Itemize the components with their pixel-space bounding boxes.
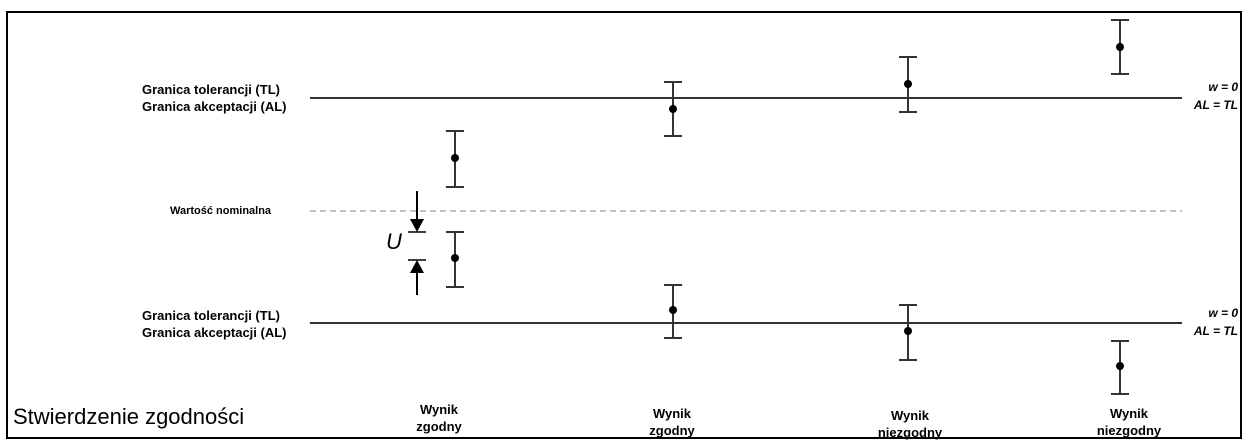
diagram-caption: Stwierdzenie zgodności [13, 404, 245, 429]
result-point-4b [1116, 362, 1124, 370]
result-point-3b [904, 327, 912, 335]
upper-tl-label: Granica tolerancji (TL) [142, 82, 280, 97]
verdict-2-line1: Wynik [652, 406, 692, 421]
diagram-frame [6, 11, 1242, 439]
result-point-1b [451, 254, 459, 262]
verdict-3-line1: Wynik [890, 408, 930, 423]
result-point-2b [669, 306, 677, 314]
verdict-4-line2: niezgodny [1096, 423, 1162, 438]
upper-al-tl-label: AL = TL [1193, 98, 1238, 112]
result-point-2a [669, 105, 677, 113]
upper-al-label: Granica akceptacji (AL) [142, 99, 287, 114]
verdict-4: Wynik niezgodny [1074, 405, 1184, 439]
nominal-value-label: Wartość nominalna [170, 205, 272, 217]
result-point-4a [1116, 43, 1124, 51]
verdict-4-line1: Wynik [1109, 406, 1149, 421]
result-point-1a [451, 154, 459, 162]
verdict-1-line2: zgodny [416, 419, 462, 434]
verdict-2: Wynik zgodny [617, 405, 727, 439]
lower-w-label: w = 0 [1208, 306, 1238, 320]
uncertainty-symbol: U [386, 229, 402, 254]
lower-al-label: Granica akceptacji (AL) [142, 325, 287, 340]
uncertainty-indicator [408, 191, 426, 295]
lower-al-tl-label: AL = TL [1193, 324, 1238, 338]
verdict-1: Wynik zgodny [384, 401, 494, 435]
verdict-3: Wynik niezgodny [855, 407, 965, 441]
upper-w-label: w = 0 [1208, 80, 1238, 94]
verdict-1-line1: Wynik [419, 402, 459, 417]
verdict-2-line2: zgodny [649, 423, 695, 438]
verdict-3-line2: niezgodny [877, 425, 943, 440]
result-point-3a [904, 80, 912, 88]
lower-tl-label: Granica tolerancji (TL) [142, 308, 280, 323]
